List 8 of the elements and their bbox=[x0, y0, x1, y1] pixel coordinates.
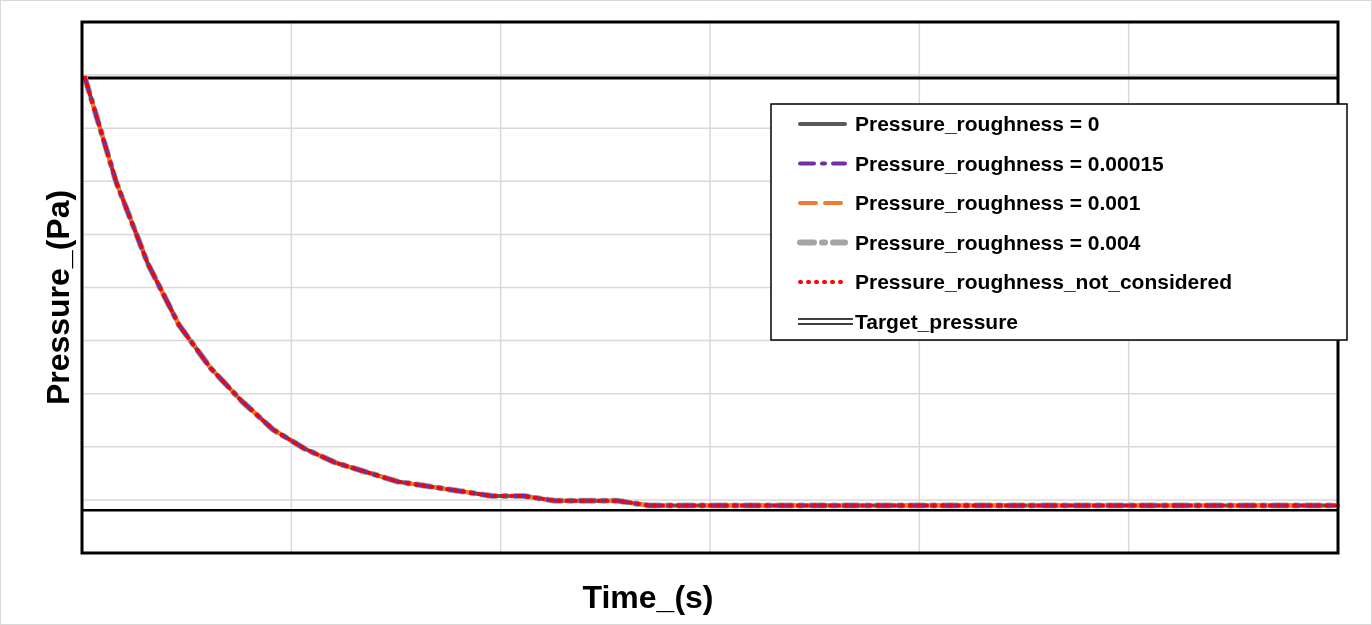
legend-label: Pressure_roughness = 0.00015 bbox=[855, 151, 1165, 175]
legend-label: Pressure_roughness = 0.004 bbox=[855, 230, 1141, 254]
y-axis-title: Pressure_(Pa) bbox=[40, 189, 77, 406]
legend-label: Target_pressure bbox=[855, 309, 1019, 333]
legend-label: Pressure_roughness = 0 bbox=[855, 112, 1100, 136]
x-axis-title: Time_(s) bbox=[582, 579, 714, 616]
legend-label: Pressure_roughness = 0.001 bbox=[855, 191, 1141, 215]
legend-label: Pressure_roughness_not_considered bbox=[855, 270, 1232, 294]
